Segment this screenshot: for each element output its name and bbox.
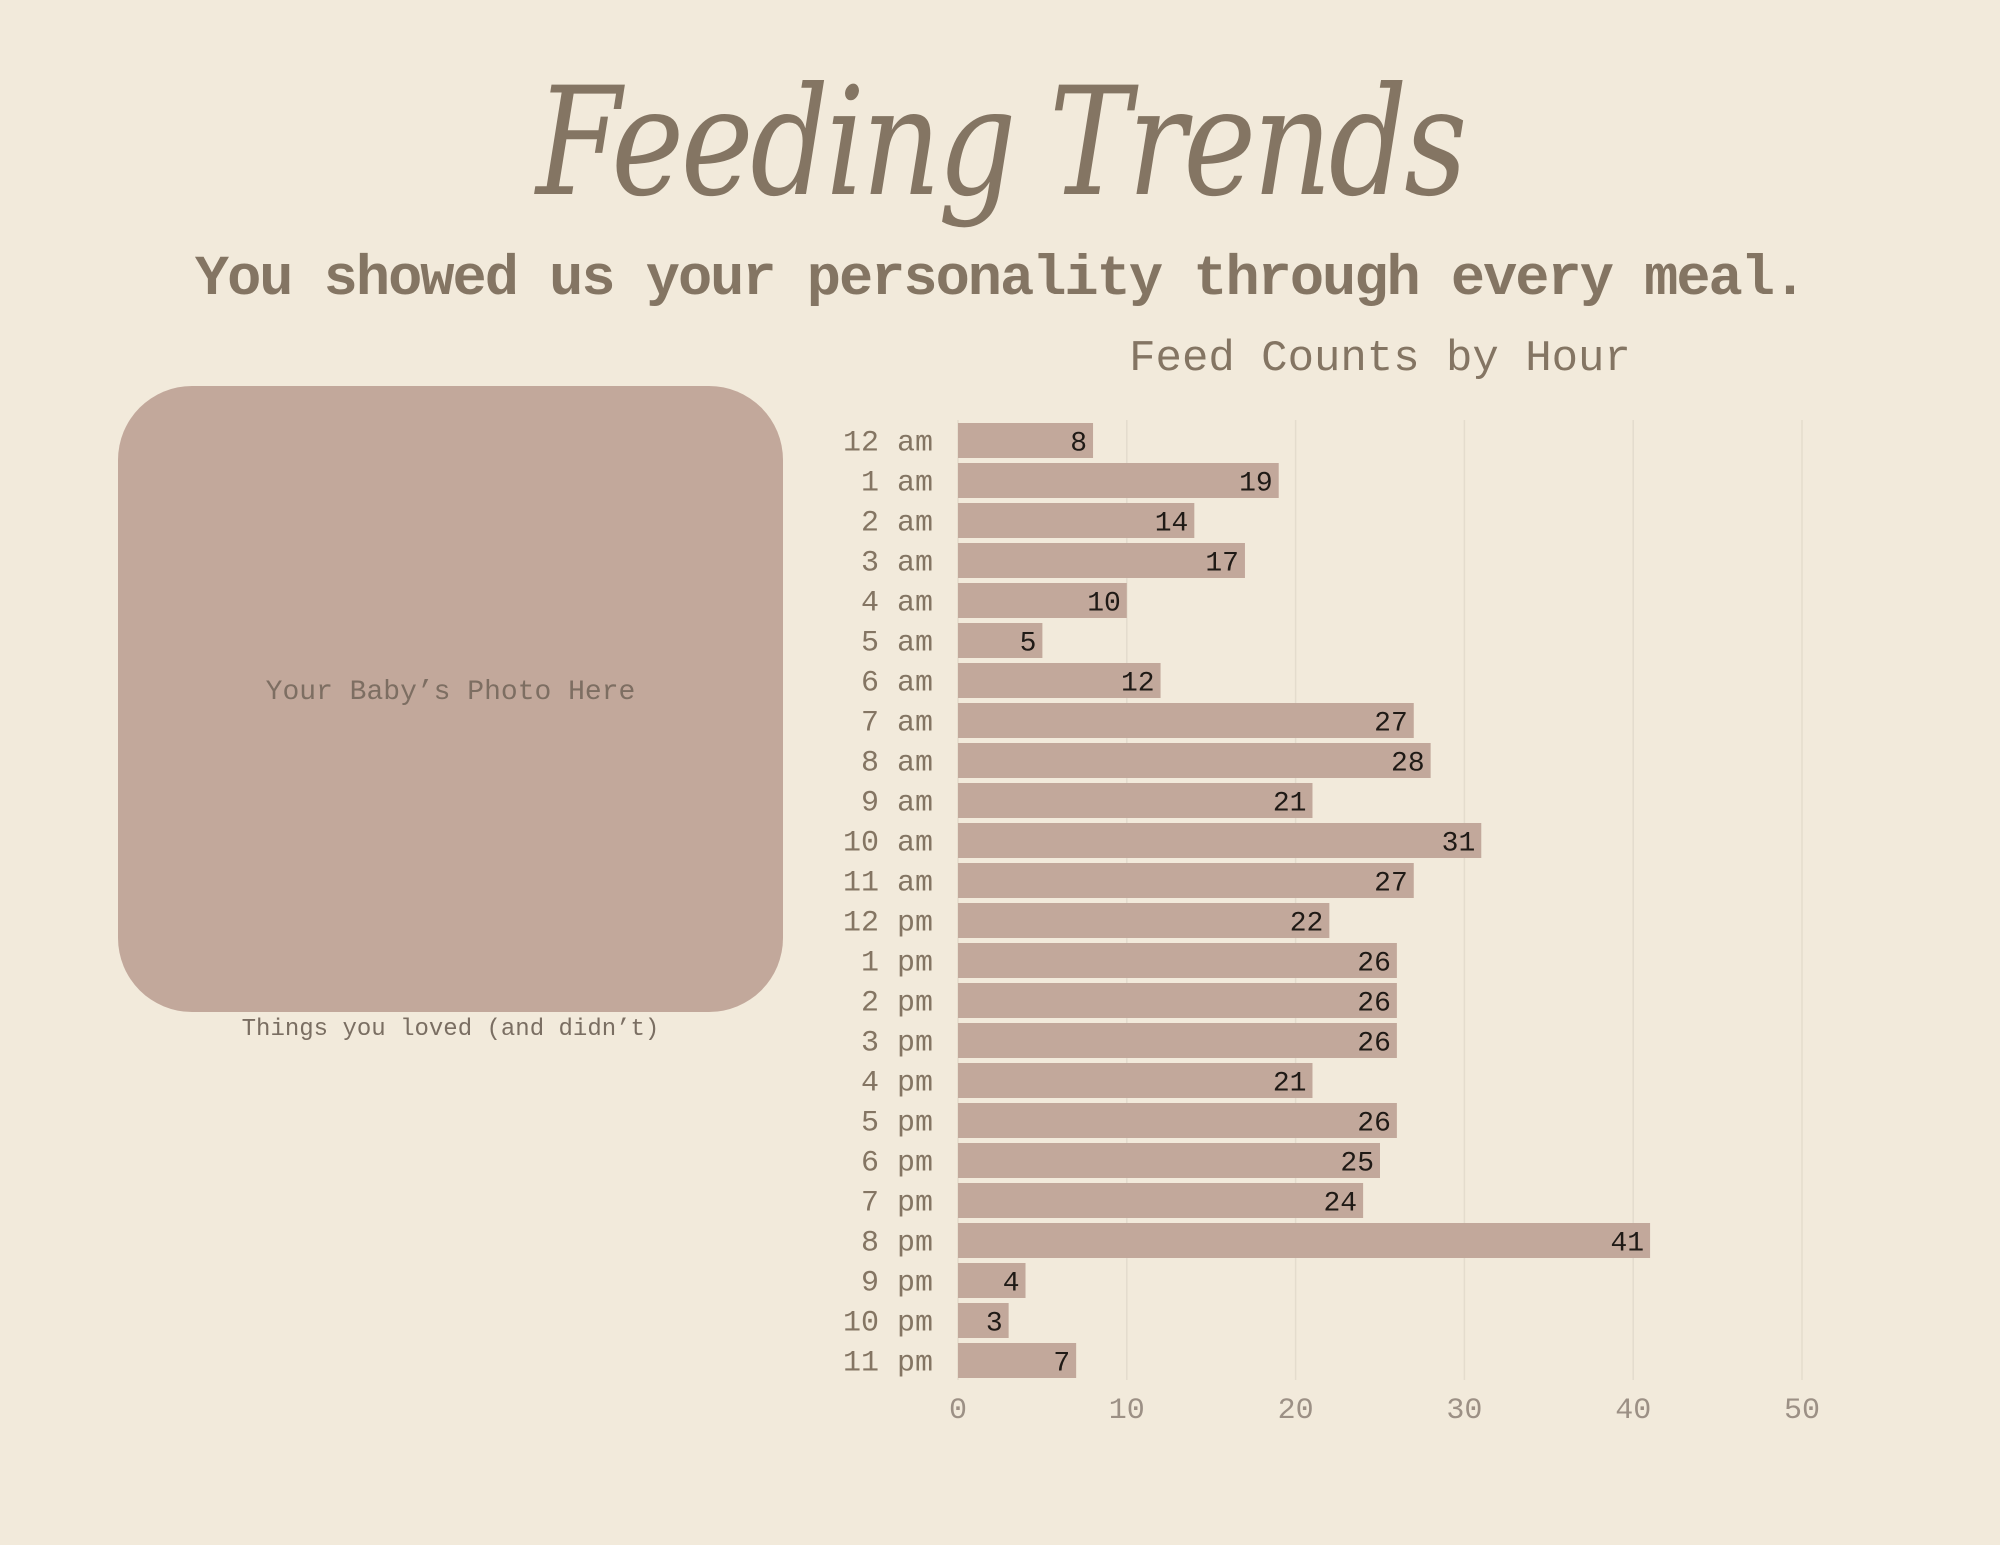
category-label: 5 am	[861, 627, 933, 661]
bar-value-label: 8	[1070, 429, 1087, 460]
bar-value-label: 22	[1290, 909, 1324, 940]
category-label: 1 am	[861, 467, 933, 501]
bar-value-label: 31	[1442, 829, 1476, 860]
category-label: 5 pm	[861, 1107, 933, 1141]
x-tick-label: 10	[1109, 1394, 1145, 1428]
bar-value-label: 26	[1357, 989, 1391, 1020]
category-label: 11 pm	[843, 1347, 933, 1381]
bar-value-label: 19	[1239, 469, 1273, 500]
bar	[958, 1063, 1313, 1098]
bar	[958, 503, 1195, 538]
bar-value-label: 25	[1340, 1149, 1374, 1180]
bar-value-label: 27	[1374, 869, 1408, 900]
bar-value-label: 7	[1053, 1349, 1070, 1380]
bar	[958, 983, 1397, 1018]
bar-value-label: 26	[1357, 949, 1391, 980]
bar-value-label: 21	[1273, 789, 1307, 820]
bar	[958, 703, 1414, 738]
bar	[958, 1343, 1077, 1378]
bar	[958, 583, 1127, 618]
bar-value-label: 27	[1374, 709, 1408, 740]
bar	[958, 463, 1279, 498]
category-label: 11 am	[843, 867, 933, 901]
category-label: 4 pm	[861, 1067, 933, 1101]
category-label: 10 pm	[843, 1307, 933, 1341]
photo-caption: Things you loved (and didn’t)	[241, 1016, 660, 1043]
category-label: 9 am	[861, 787, 933, 821]
bar	[958, 943, 1397, 978]
photo-placeholder-label: Your Baby’s Photo Here	[265, 677, 636, 708]
category-label: 2 pm	[861, 987, 933, 1021]
category-label: 1 pm	[861, 947, 933, 981]
bar	[958, 623, 1043, 658]
bar-value-label: 26	[1357, 1109, 1391, 1140]
category-label: 4 am	[861, 587, 933, 621]
bar-value-label: 26	[1357, 1029, 1391, 1060]
category-label: 6 am	[861, 667, 933, 701]
category-label: 8 am	[861, 747, 933, 781]
x-tick-label: 20	[1278, 1394, 1314, 1428]
category-label: 8 pm	[861, 1227, 933, 1261]
bar	[958, 1263, 1026, 1298]
bar	[958, 1303, 1009, 1338]
bar	[958, 903, 1330, 938]
bar-value-label: 21	[1273, 1069, 1307, 1100]
category-label: 12 am	[843, 427, 933, 461]
category-label: 6 pm	[861, 1147, 933, 1181]
bar	[958, 423, 1094, 458]
bar-value-label: 24	[1324, 1189, 1358, 1220]
category-label: 10 am	[843, 827, 933, 861]
bar	[958, 1223, 1651, 1258]
bar	[958, 1143, 1380, 1178]
bar	[958, 1183, 1364, 1218]
bar-value-label: 14	[1155, 509, 1189, 540]
bar-value-label: 41	[1610, 1229, 1644, 1260]
x-tick-label: 0	[949, 1394, 967, 1428]
photo-placeholder[interactable]: Your Baby’s Photo Here	[118, 386, 783, 1012]
category-label: 3 am	[861, 547, 933, 581]
bar-value-label: 17	[1205, 549, 1239, 580]
bar	[958, 863, 1414, 898]
category-label: 9 pm	[861, 1267, 933, 1301]
bar-value-label: 3	[986, 1309, 1003, 1340]
bar	[958, 1023, 1397, 1058]
x-tick-label: 30	[1446, 1394, 1482, 1428]
category-label: 12 pm	[843, 907, 933, 941]
bar	[958, 543, 1245, 578]
x-tick-label: 50	[1784, 1394, 1820, 1428]
chart-title: Feed Counts by Hour	[1129, 334, 1631, 384]
bar-value-label: 5	[1020, 629, 1037, 660]
category-label: 2 am	[861, 507, 933, 541]
bar-value-label: 28	[1391, 749, 1425, 780]
category-label: 7 am	[861, 707, 933, 741]
bar	[958, 823, 1482, 858]
category-label: 3 pm	[861, 1027, 933, 1061]
bar-value-label: 4	[1003, 1269, 1020, 1300]
bar	[958, 783, 1313, 818]
bar-value-label: 10	[1087, 589, 1121, 620]
category-label: 7 pm	[861, 1187, 933, 1221]
bar	[958, 1103, 1397, 1138]
bar	[958, 743, 1431, 778]
page-title: Feeding Trends	[535, 56, 1467, 230]
bar	[958, 663, 1161, 698]
bar-value-label: 12	[1121, 669, 1155, 700]
page-subtitle: You showed us your personality through e…	[194, 248, 1807, 312]
x-tick-label: 40	[1615, 1394, 1651, 1428]
